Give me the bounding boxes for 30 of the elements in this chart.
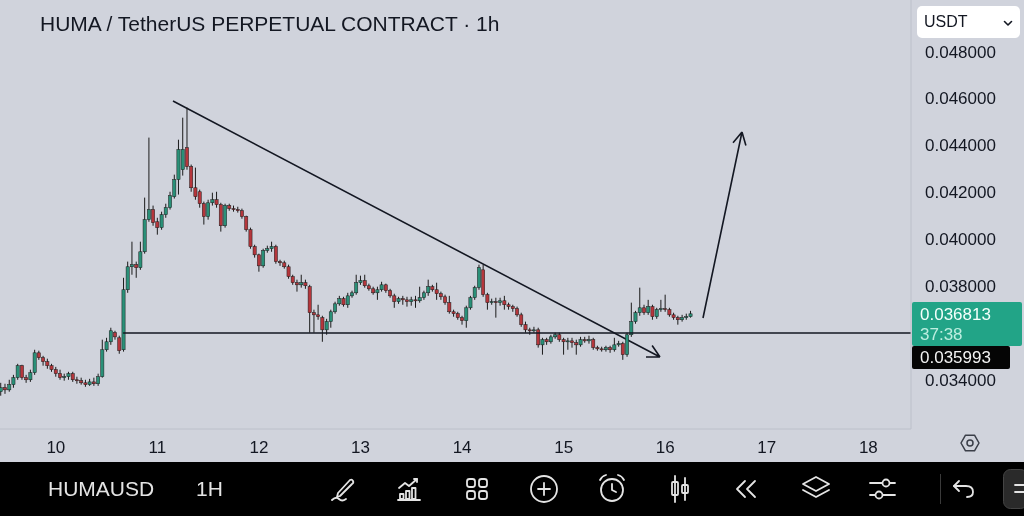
x-tick-label: 11 [148,438,167,458]
y-tick-label: 0.038000 [925,277,996,297]
candlestick [206,199,210,221]
text: 0.036813 [920,304,991,325]
x-tick-label: 18 [858,438,878,458]
candlestick [223,203,227,229]
x-tick-label: 17 [757,438,777,458]
x-tick-label: 12 [249,438,269,458]
text: USDT [924,13,968,31]
x-tick-label: 15 [554,438,574,458]
x-tick-label: 16 [655,438,675,458]
y-tick-label: 0.040000 [925,230,996,250]
candlestick [570,337,574,349]
text: 1H [196,477,223,501]
candlestick [405,296,409,308]
y-tick-label: 0.044000 [925,136,996,156]
y-tick-label: 0.046000 [925,89,996,109]
x-tick-label: 13 [351,438,370,458]
x-tick-label: 10 [46,438,66,458]
candlestick [218,202,223,233]
text: 0.035993 [920,347,991,368]
candlestick [261,248,266,269]
x-tick-label: 14 [452,438,472,458]
y-tick-label: 0.034000 [925,370,996,390]
y-tick-label: 0.042000 [925,183,996,203]
y-tick-label: 0.048000 [925,42,996,62]
text: HUMAUSD [48,477,155,501]
candlestick [58,369,62,381]
text: HUMA / TetherUS PERPETUAL CONTRACT · 1h [40,12,500,36]
text: 37:38 [920,324,963,345]
